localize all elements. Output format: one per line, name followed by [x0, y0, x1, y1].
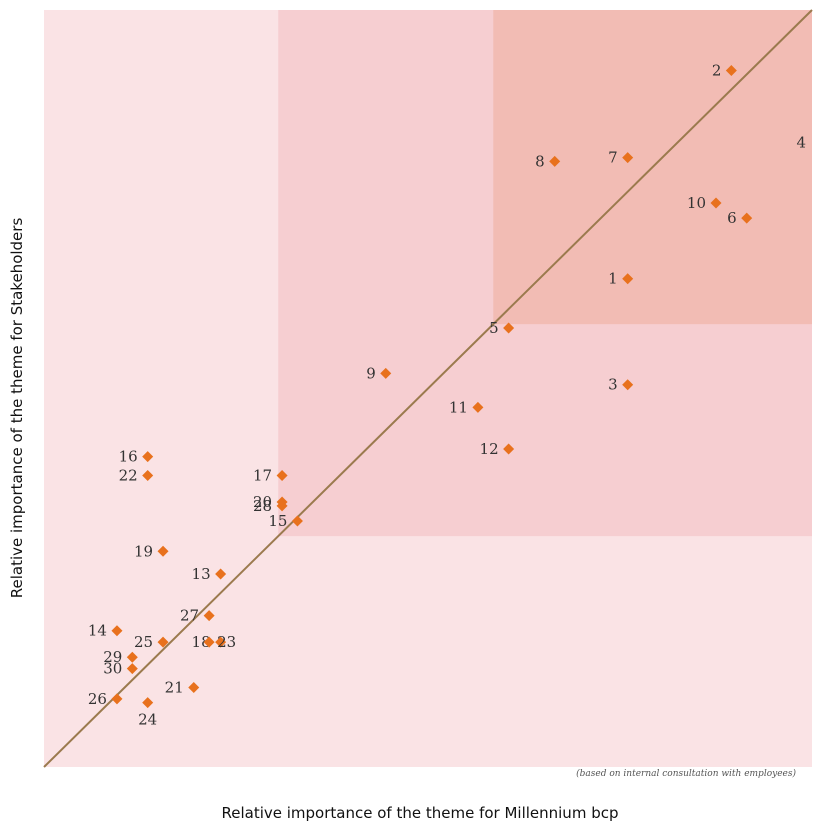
y-axis-label: Relative importance of the theme for Sta…: [8, 218, 26, 599]
point-label-12: 12: [480, 440, 499, 458]
point-label-3: 3: [608, 376, 618, 394]
point-label-16: 16: [119, 448, 138, 466]
point-label-18: 18: [192, 633, 211, 651]
point-marker-13: [215, 568, 227, 580]
point-marker-28: [276, 500, 288, 512]
point-marker-27: [203, 610, 215, 622]
point-label-1: 1: [608, 270, 618, 288]
point-marker-30: [126, 663, 138, 675]
point-label-19: 19: [134, 542, 153, 560]
chart-note: (based on internal consultation with emp…: [576, 768, 796, 779]
trend-line: [43, 9, 813, 768]
point-label-27: 27: [180, 607, 199, 625]
x-axis-label: Relative importance of the theme for Mil…: [222, 804, 619, 822]
data-points: 1234567891011121314151617181920212223242…: [88, 62, 806, 729]
point-label-20: 20: [253, 493, 272, 511]
point-label-4: 4: [796, 133, 806, 151]
point-marker-11: [472, 401, 484, 413]
point-marker-25: [157, 636, 169, 648]
point-marker-15: [291, 515, 303, 527]
point-marker-22: [142, 470, 154, 482]
point-marker-23: [203, 636, 215, 648]
point-label-7: 7: [608, 149, 618, 167]
point-label-10: 10: [687, 194, 706, 212]
point-marker-19: [157, 545, 169, 557]
point-label-29: 29: [103, 648, 122, 666]
point-marker-5: [503, 322, 515, 334]
point-marker-3: [622, 379, 634, 391]
point-marker-2: [725, 65, 737, 77]
point-marker-7: [622, 152, 634, 164]
point-marker-17: [276, 470, 288, 482]
point-marker-10: [710, 197, 722, 209]
point-marker-26: [111, 693, 123, 705]
point-marker-9: [380, 367, 392, 379]
point-label-9: 9: [366, 364, 376, 382]
point-label-6: 6: [727, 209, 737, 227]
point-marker-21: [188, 682, 200, 694]
point-marker-24: [142, 697, 154, 709]
point-label-22: 22: [119, 467, 138, 485]
point-marker-12: [503, 443, 515, 455]
point-marker-6: [741, 212, 753, 224]
point-marker-1: [622, 273, 634, 285]
point-marker-14: [111, 625, 123, 637]
point-label-13: 13: [192, 565, 211, 583]
point-label-21: 21: [165, 679, 184, 697]
point-label-28: 28: [253, 497, 272, 515]
point-label-17: 17: [253, 467, 272, 485]
point-label-25: 25: [134, 633, 153, 651]
point-label-15: 15: [268, 512, 287, 530]
point-label-2: 2: [712, 62, 722, 80]
point-label-5: 5: [489, 319, 499, 337]
point-label-24: 24: [138, 711, 157, 729]
point-label-23: 23: [217, 633, 236, 651]
point-label-30: 30: [103, 660, 122, 678]
point-label-11: 11: [449, 398, 468, 416]
point-marker-18: [215, 636, 227, 648]
point-marker-16: [142, 451, 154, 463]
point-label-26: 26: [88, 690, 107, 708]
point-marker-29: [126, 651, 138, 663]
point-label-14: 14: [88, 622, 107, 640]
point-label-8: 8: [535, 152, 545, 170]
point-marker-8: [549, 155, 561, 167]
